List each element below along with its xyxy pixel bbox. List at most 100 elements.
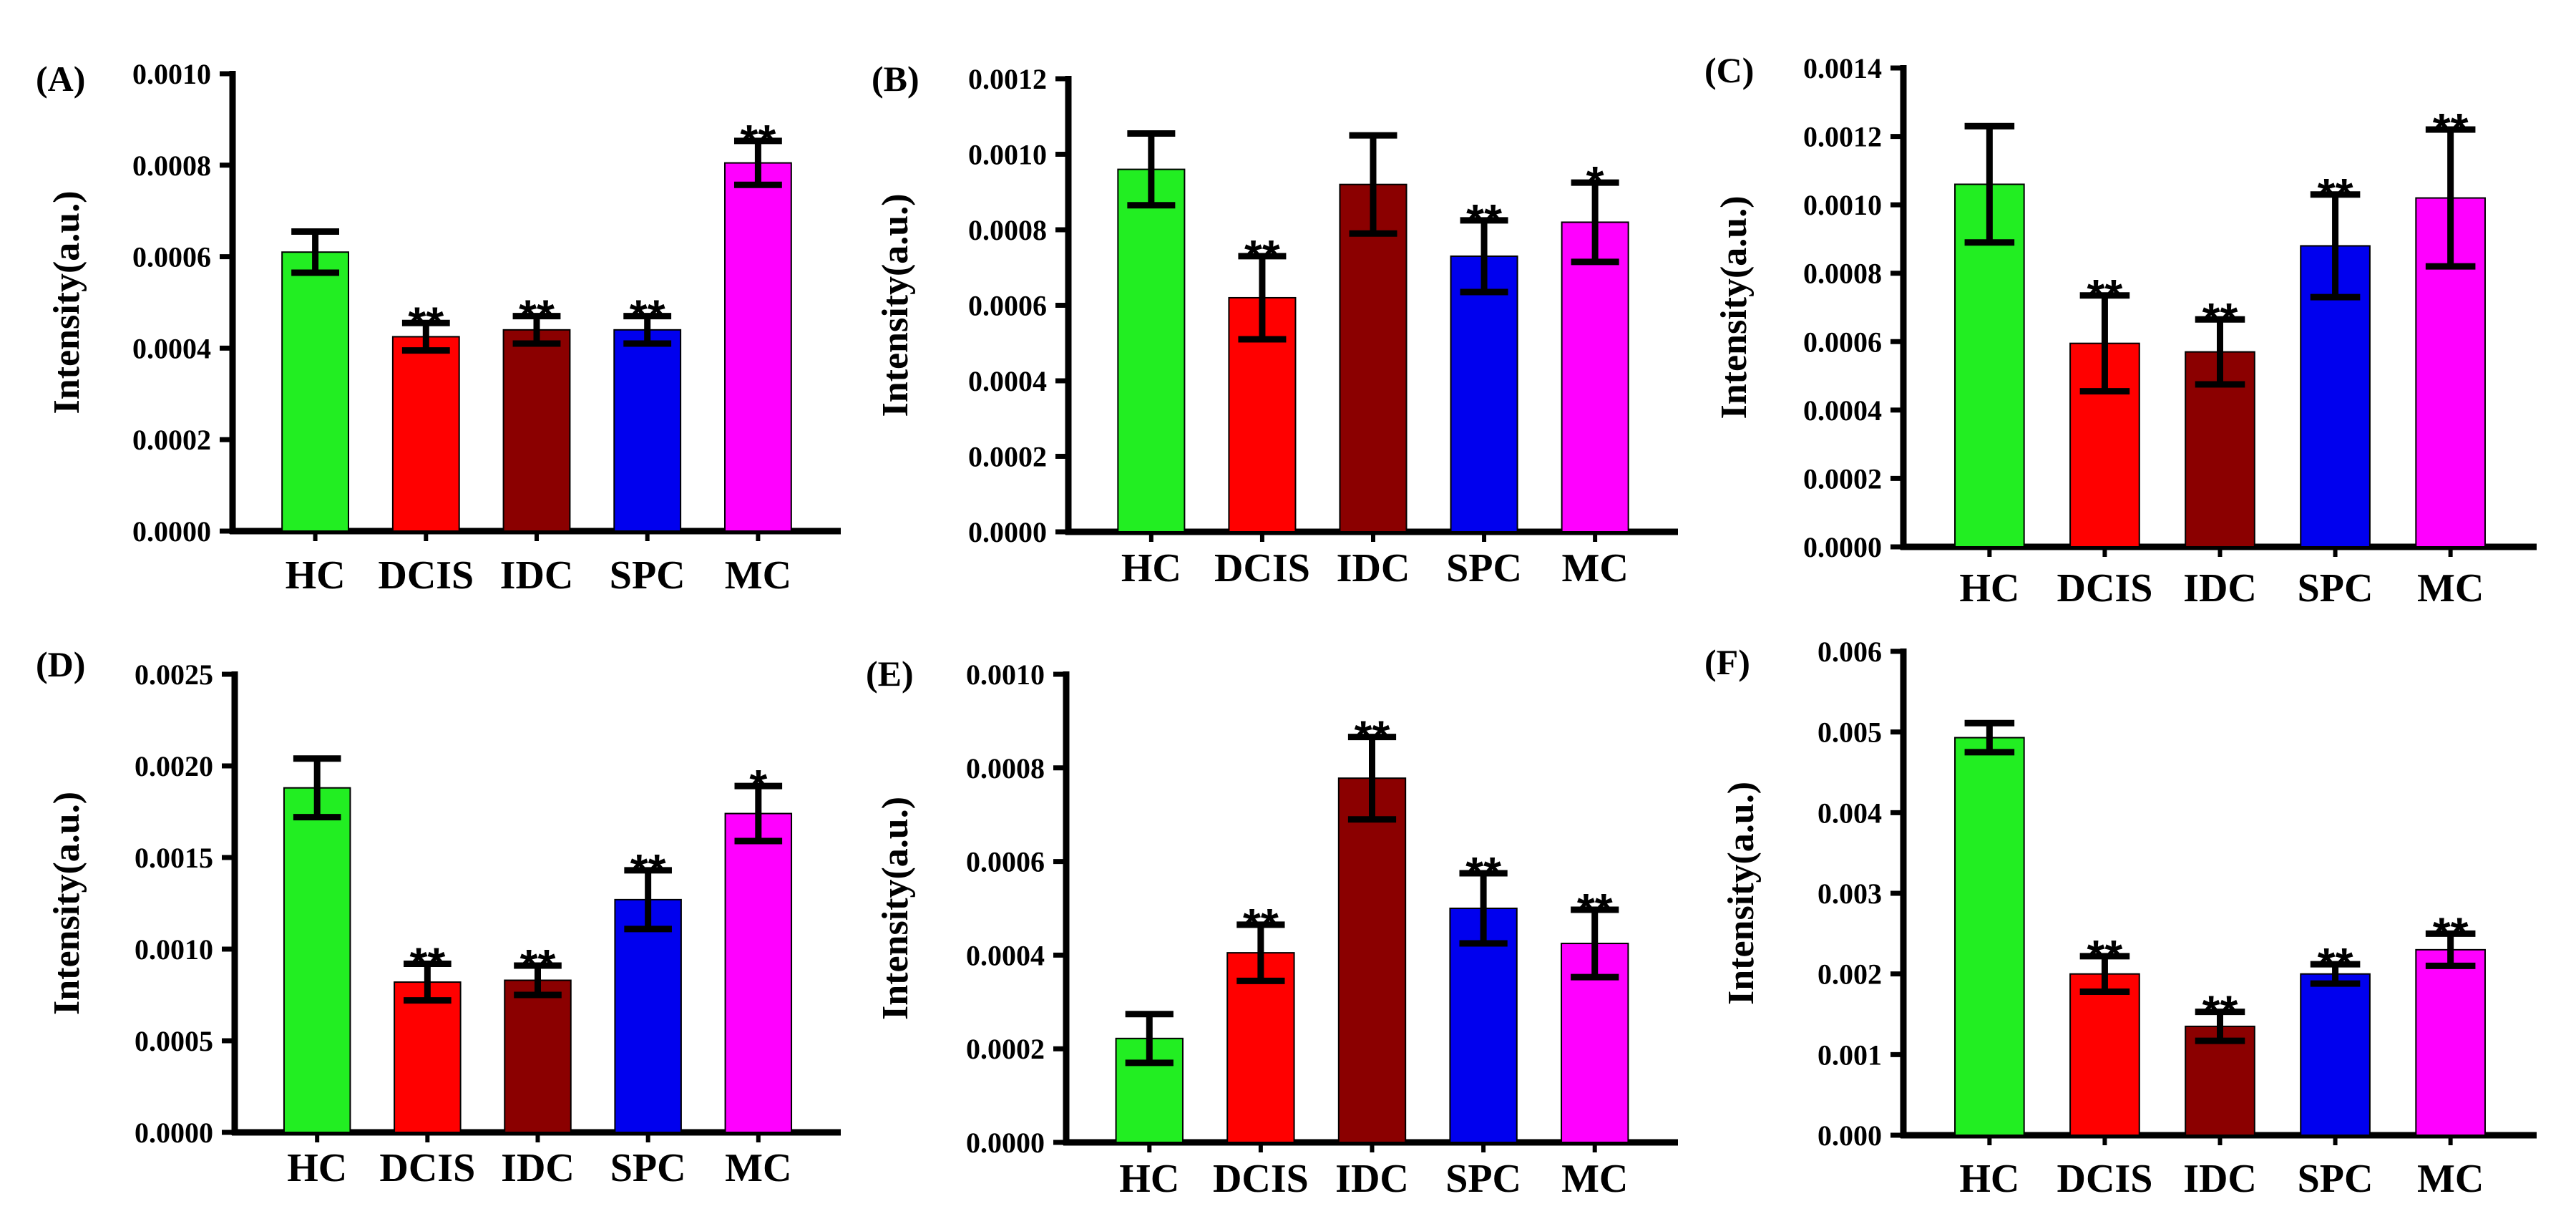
bar-dcis [394,981,462,1133]
y-tick-label: 0.0012 [968,63,1047,95]
significance-marker: ** [1466,195,1502,246]
bar-hc [1954,737,2025,1136]
significance-marker: ** [630,845,666,896]
panel-label: (F) [1704,642,1750,682]
x-tick-label-hc: HC [1119,1157,1179,1201]
y-tick-label: 0.0006 [968,290,1047,322]
y-axis-title: Intensity(a.u.) [47,792,87,1015]
significance-marker: ** [2202,986,2238,1038]
x-tick-label-hc: HC [287,1146,347,1190]
y-tick-label: 0.0014 [1803,52,1882,84]
x-tick-label-spc: SPC [2298,1157,2373,1201]
chart-panel-d: (D) Intensity(a.u.) 0.0000 0.0005 0.0010 0.00… [36,644,841,1190]
y-tick-label: 0.0010 [968,139,1047,171]
y-tick-label: 0.0006 [132,241,211,273]
bar-spc [614,898,682,1133]
bar-spc [1449,908,1518,1143]
significance-marker: ** [2087,931,2123,982]
x-tick-label-mc: MC [2417,566,2484,611]
y-tick-label: 0.0025 [135,659,213,691]
bar-dcis [1226,952,1295,1143]
y-tick-label: 0.0008 [966,752,1045,784]
x-tick-label-idc: IDC [1337,546,1410,591]
y-tick-label: 0.0000 [968,516,1047,548]
y-tick-label: 0.0008 [132,150,211,182]
chart-panel-b: (B) Intensity(a.u.) 0.0000 0.0002 0.0004 0.00… [872,59,1678,591]
significance-marker: ** [2318,938,2353,990]
x-tick-label-hc: HC [286,553,346,598]
y-tick-label: 0.003 [1818,878,1882,910]
bar-mc [1561,221,1629,533]
significance-marker: ** [630,291,665,342]
x-tick-label-spc: SPC [610,1146,686,1190]
x-tick-label-idc: IDC [2183,566,2257,611]
bar-idc [1337,777,1407,1143]
y-tick-label: 0.0012 [1803,121,1882,153]
x-tick-label-spc: SPC [610,553,686,598]
bar-hc [1117,168,1186,533]
significance-marker: ** [1244,230,1280,282]
x-tick-label-dcis: DCIS [1214,546,1310,591]
y-tick-label: 0.0008 [1803,258,1882,290]
bar-mc [2415,197,2486,548]
chart-panel-a: (A) Intensity(a.u.) 0.0000 0.0002 0.0004 0.00… [36,58,841,598]
significance-marker: ** [2433,104,2469,155]
x-tick-label-mc: MC [725,1146,791,1190]
y-tick-label: 0.006 [1818,636,1882,668]
panel-label: (E) [866,654,914,694]
y-tick-label: 0.0010 [132,58,211,90]
x-tick-label-spc: SPC [1445,1157,1521,1201]
significance-marker: ** [1465,847,1501,899]
bar-idc [504,979,572,1134]
x-tick-label-dcis: DCIS [2057,1157,2153,1201]
y-tick-label: 0.0010 [966,659,1045,691]
panel-label: (C) [1704,50,1754,90]
bar-idc [2185,1025,2255,1137]
x-tick-label-dcis: DCIS [378,553,474,598]
y-axis-title: Intensity(a.u.) [875,797,916,1020]
y-tick-label: 0.001 [1818,1039,1882,1071]
significance-marker: ** [1355,711,1390,763]
y-tick-label: 0.0005 [135,1025,213,1057]
x-tick-label-hc: HC [1959,566,2019,611]
bar-dcis [391,336,460,532]
x-tick-label-mc: MC [1561,546,1628,591]
significance-marker: ** [519,291,555,342]
y-tick-label: 0.0002 [968,441,1047,473]
bar-hc [283,787,351,1133]
x-tick-label-idc: IDC [1335,1157,1409,1201]
bar-spc [2300,973,2371,1136]
y-tick-label: 0.0008 [968,214,1047,246]
y-tick-label: 0.004 [1818,797,1882,829]
y-tick-label: 0.0000 [132,515,211,548]
y-tick-label: 0.005 [1818,716,1882,749]
panel-label: (D) [36,644,85,684]
bar-mc [723,162,792,533]
significance-marker: ** [520,940,556,991]
panel-label: (A) [36,59,85,99]
x-tick-label-dcis: DCIS [379,1146,475,1190]
x-tick-label-idc: IDC [2183,1157,2257,1201]
x-tick-label-spc: SPC [1446,546,1522,591]
y-tick-label: 0.002 [1818,958,1882,991]
significance-marker: ** [1243,899,1279,951]
y-axis-title: Intensity(a.u.) [47,190,87,414]
x-tick-label-idc: IDC [500,553,574,598]
y-tick-label: 0.0020 [135,750,213,782]
y-tick-label: 0.0004 [132,332,211,364]
bar-idc [1339,183,1407,533]
bar-spc [1450,255,1518,533]
y-tick-label: 0.0010 [135,933,213,966]
significance-marker: * [1586,157,1604,208]
y-tick-label: 0.0004 [966,939,1045,971]
x-tick-label-hc: HC [1959,1157,2019,1201]
x-tick-label-mc: MC [725,553,791,598]
significance-marker: ** [2202,293,2238,345]
chart-panel-f: (F) Intensity(a.u.) 0.000 0.001 0.002 0.003 0.… [1704,636,2537,1201]
significance-marker: * [749,760,767,812]
y-axis-title: Intensity(a.u.) [1721,782,1762,1005]
significance-marker: ** [409,938,445,989]
y-tick-label: 0.0006 [966,846,1045,878]
x-tick-label-dcis: DCIS [1213,1157,1309,1201]
